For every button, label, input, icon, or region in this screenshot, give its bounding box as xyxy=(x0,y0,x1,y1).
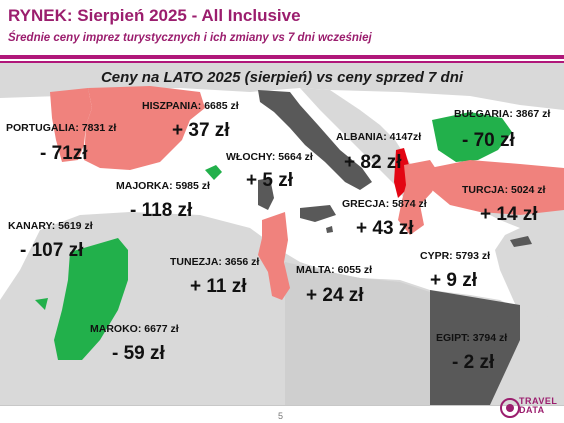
change-kanary: - 107 zł xyxy=(20,240,84,261)
land-europe-north xyxy=(0,63,564,110)
label-turcja: TURCJA: 5024 zł xyxy=(462,184,546,196)
region-wlochy xyxy=(258,90,372,190)
label-kanary: KANARY: 5619 zł xyxy=(8,220,93,232)
label-cypr: CYPR: 5793 zł xyxy=(420,250,491,262)
change-tunezja: + 11 zł xyxy=(190,276,247,297)
region-sycylia xyxy=(300,205,336,222)
logo-text-line2: DATA xyxy=(519,405,545,415)
map xyxy=(0,63,564,405)
region-egipt xyxy=(430,290,520,405)
region-tunezja xyxy=(258,212,290,300)
header-rule-thick xyxy=(0,55,564,59)
label-egipt: EGIPT: 3794 zł xyxy=(436,332,508,344)
change-portugalia: - 71zł xyxy=(40,143,88,164)
logo-text-line1: TRAVEL xyxy=(519,396,558,406)
change-bulgaria: - 70 zł xyxy=(462,130,515,151)
region-bulgaria xyxy=(432,112,512,162)
change-wlochy: + 5 zł xyxy=(246,170,293,191)
label-wlochy: WŁOCHY: 5664 zł xyxy=(226,151,313,163)
footer-rule xyxy=(0,405,564,406)
region-kanary xyxy=(35,298,48,310)
header: RYNEK: Sierpień 2025 - All Inclusive Śre… xyxy=(0,0,564,58)
region-hiszpania xyxy=(84,86,205,170)
change-grecja: + 43 zł xyxy=(356,218,414,239)
region-maroko xyxy=(54,238,128,360)
region-malta xyxy=(326,226,333,233)
label-maroko: MAROKO: 6677 zł xyxy=(90,323,179,335)
page-subtitle: Średnie ceny imprez turystycznych i ich … xyxy=(8,32,372,44)
change-malta: + 24 zł xyxy=(306,285,364,306)
travel-data-logo xyxy=(500,398,520,418)
label-tunezja: TUNEZJA: 3656 zł xyxy=(170,256,260,268)
label-hiszpania: HISZPANIA: 6685 zł xyxy=(142,100,239,112)
label-malta: MALTA: 6055 zł xyxy=(296,264,373,276)
change-turcja: + 14 zł xyxy=(480,204,538,225)
region-turcja xyxy=(430,160,564,215)
region-portugalia xyxy=(50,88,92,162)
page-number: 5 xyxy=(278,411,284,421)
region-majorka xyxy=(205,165,222,180)
region-grecja xyxy=(398,160,440,235)
chart-title: Ceny na LATO 2025 (sierpień) vs ceny spr… xyxy=(100,69,464,86)
region-cypr xyxy=(510,236,532,247)
header-rule-thin xyxy=(0,61,564,63)
change-maroko: - 59 zł xyxy=(112,343,165,364)
change-hiszpania: + 37 zł xyxy=(172,120,230,141)
land-libya xyxy=(285,262,430,405)
change-egipt: - 2 zł xyxy=(452,352,495,373)
logo-text: TRAVEL DATA xyxy=(519,397,557,415)
change-majorka: - 118 zł xyxy=(130,200,193,221)
region-sardynia xyxy=(258,178,274,210)
label-albania: ALBANIA: 4147zł xyxy=(336,131,422,143)
label-portugalia: PORTUGALIA: 7831 zł xyxy=(6,122,117,134)
change-albania: + 82 zł xyxy=(344,152,402,173)
label-bulgaria: BUŁGARIA: 3867 zł xyxy=(454,108,551,120)
label-majorka: MAJORKA: 5985 zł xyxy=(116,180,210,192)
label-grecja: GRECJA: 5874 zł xyxy=(342,198,427,210)
change-cypr: + 9 zł xyxy=(430,270,477,291)
page-title: RYNEK: Sierpień 2025 - All Inclusive xyxy=(8,6,301,25)
